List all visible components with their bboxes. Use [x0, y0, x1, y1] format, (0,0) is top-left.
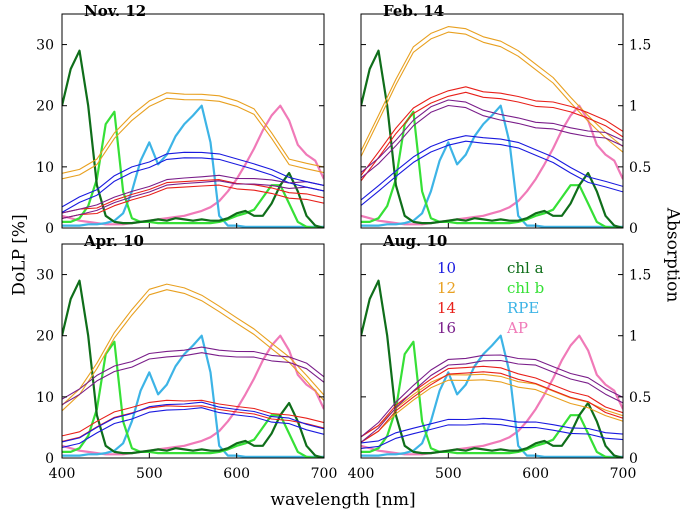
- y-tick-label-nov-12-0: 0: [45, 221, 54, 237]
- panel-title-feb-14: Feb. 14: [383, 2, 444, 20]
- panel-title-aug-10: Aug. 10: [382, 232, 447, 250]
- y-tick-label-apr-10-20: 20: [36, 329, 54, 345]
- series-dolp-10-nov-12-line1: [62, 157, 324, 213]
- x-tick-label-apr-10-400: 400: [49, 466, 76, 482]
- legend-label-14: 14: [437, 299, 456, 317]
- series-chl-b-nov-12: [62, 110, 324, 228]
- y-tick-label-nov-12-20: 20: [36, 99, 54, 115]
- series-dolp-14-feb-14-line2: [361, 86, 623, 176]
- series-chl-a-apr-10: [62, 279, 324, 458]
- series-rpe-feb-14: [361, 104, 623, 228]
- abs-tick-label-aug-10-0-5: 0.5: [629, 390, 651, 406]
- series-dolp-12-apr-10-line1: [62, 289, 324, 412]
- legend-label-chl-a: chl a: [507, 259, 544, 277]
- series-dolp-10-feb-14-line1: [361, 140, 623, 206]
- series-ap-apr-10: [62, 334, 324, 456]
- plot-area-nov-12: [62, 49, 324, 228]
- series-dolp-12-aug-10-line1: [361, 379, 623, 443]
- series-dolp-16-nov-12-line2: [62, 174, 324, 214]
- x-tick-label-aug-10-500: 500: [435, 466, 462, 482]
- series-dolp-10-aug-10-line1: [361, 423, 623, 449]
- legend-label-10: 10: [437, 259, 456, 277]
- series-dolp-12-apr-10-line2: [62, 283, 324, 406]
- series-rpe-nov-12: [62, 104, 324, 228]
- series-rpe-aug-10: [361, 334, 623, 458]
- plot-area-feb-14: [361, 26, 623, 228]
- panel-apr-10: 0 10 20 30 400 500 600 700 Apr. 10: [36, 232, 337, 482]
- x-tick-label-aug-10-600: 600: [522, 466, 549, 482]
- series-ap-nov-12: [62, 104, 324, 226]
- legend-label-ap: AP: [506, 319, 528, 337]
- series-dolp-14-aug-10-line1: [361, 371, 623, 443]
- abs-tick-label-feb-14-0: 0: [629, 221, 638, 237]
- series-dolp-12-feb-14-line1: [361, 31, 623, 157]
- abs-tick-label-feb-14-1-5: 1.5: [629, 38, 651, 54]
- series-dolp-14-nov-12-line1: [62, 184, 324, 220]
- panel-title-apr-10: Apr. 10: [83, 232, 144, 250]
- y-tick-label-nov-12-10: 10: [36, 160, 54, 176]
- series-dolp-10-apr-10-line2: [62, 401, 324, 443]
- y-tick-label-nov-12-30: 30: [36, 38, 54, 54]
- series-chl-a-feb-14: [361, 49, 623, 228]
- x-tick-label-aug-10-400: 400: [348, 466, 375, 482]
- legend-label-chl-b: chl b: [507, 279, 544, 297]
- plot-area-apr-10: [62, 279, 324, 458]
- series-dolp-10-apr-10-line1: [62, 407, 324, 449]
- panel-feb-14: 0 0.5 1 1.5 Feb. 14: [360, 2, 651, 237]
- x-tick-label-apr-10-500: 500: [136, 466, 163, 482]
- abs-tick-label-feb-14-1: 1: [629, 99, 638, 115]
- abs-tick-label-aug-10-1-5: 1.5: [629, 268, 651, 284]
- legend-label-rpe: RPE: [507, 299, 539, 317]
- series-chl-a-nov-12: [62, 49, 324, 228]
- series-dolp-16-feb-14-line2: [361, 99, 623, 173]
- series-ap-aug-10: [361, 334, 623, 456]
- x-tick-label-apr-10-600: 600: [223, 466, 250, 482]
- series-dolp-10-nov-12-line2: [62, 151, 324, 208]
- series-dolp-14-apr-10-line2: [62, 399, 324, 437]
- panel-nov-12: 0 10 20 30 Nov. 12: [36, 2, 325, 237]
- series-dolp-16-aug-10-line2: [361, 354, 623, 438]
- series-rpe-apr-10: [62, 334, 324, 458]
- abs-tick-label-aug-10-1: 1: [629, 329, 638, 345]
- panel-aug-10: 0 0.5 1 1.5 400 500 600 700 Aug. 10: [348, 232, 652, 482]
- series-dolp-14-feb-14-line1: [361, 91, 623, 182]
- series-dolp-12-nov-12-line1: [62, 97, 324, 180]
- legend-label-12: 12: [437, 279, 456, 297]
- y-tick-label-apr-10-30: 30: [36, 268, 54, 284]
- x-tick-label-apr-10-700: 700: [311, 466, 338, 482]
- right-axis-label: Absorption: [663, 207, 683, 303]
- series-dolp-16-nov-12-line1: [62, 180, 324, 220]
- axes-frame-apr-10: [61, 243, 325, 459]
- series-dolp-16-apr-10-line2: [62, 346, 324, 400]
- plot-area-aug-10: [361, 279, 623, 458]
- series-dolp-10-feb-14-line2: [361, 135, 623, 201]
- axes-frame-aug-10: [360, 243, 624, 459]
- y-tick-label-apr-10-10: 10: [36, 390, 54, 406]
- y-tick-label-apr-10-0: 0: [45, 451, 54, 467]
- series-dolp-16-feb-14-line1: [361, 104, 623, 179]
- series-dolp-16-apr-10-line1: [62, 352, 324, 406]
- x-axis-label: wavelength [nm]: [270, 490, 415, 510]
- series-dolp-10-aug-10-line2: [361, 417, 623, 444]
- axes-frame-feb-14: [360, 13, 624, 229]
- panel-title-nov-12: Nov. 12: [84, 2, 146, 20]
- series-dolp-16-aug-10-line1: [361, 359, 623, 443]
- abs-tick-label-aug-10-0: 0: [629, 451, 638, 467]
- legend: 10 12 14 16 chl a chl b RPE AP: [437, 259, 544, 337]
- x-tick-label-aug-10-700: 700: [610, 466, 637, 482]
- axes-frame-nov-12: [61, 13, 325, 229]
- series-dolp-12-aug-10-line2: [361, 373, 623, 438]
- series-chl-a-aug-10: [361, 279, 623, 458]
- series-chl-b-aug-10: [361, 340, 623, 458]
- left-axis-label: DoLP [%]: [10, 214, 30, 295]
- abs-tick-label-feb-14-0-5: 0.5: [629, 160, 651, 176]
- series-dolp-12-feb-14-line2: [361, 26, 623, 152]
- series-dolp-12-nov-12-line2: [62, 92, 324, 174]
- series-dolp-14-aug-10-line2: [361, 365, 623, 438]
- legend-label-16: 16: [437, 319, 456, 337]
- series-dolp-14-nov-12-line2: [62, 179, 324, 214]
